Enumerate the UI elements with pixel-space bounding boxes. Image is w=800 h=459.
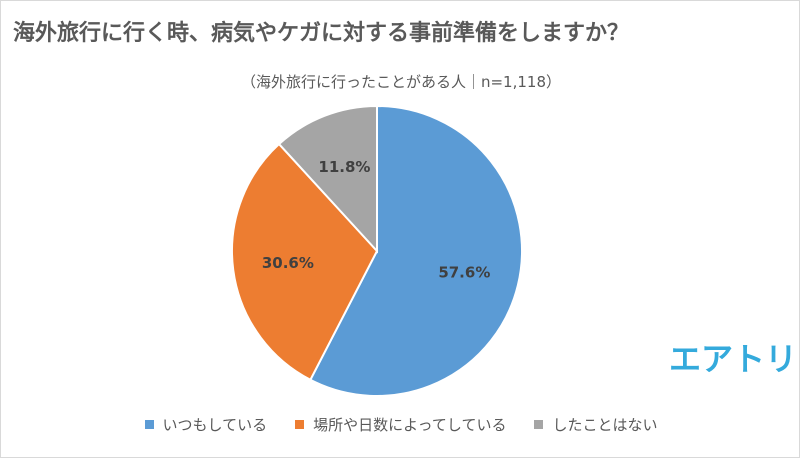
slice-always [309,104,523,397]
legend-item-depends: 場所や日数によってしている [295,414,506,435]
data-label-slice-never: 11.8% [318,158,370,176]
legend-swatch-blue [144,420,154,429]
legend-swatch-orange [295,420,305,429]
legend-item-never: したことはない [534,414,657,435]
legend-item-always: いつもしている [144,414,268,435]
slice-depends [231,142,379,382]
legend-label: 場所や日数によってしている [313,416,507,434]
data-label-slice-always: 57.6% [438,263,490,281]
slice-never [277,104,378,254]
chart-legend: いつもしている 場所や日数によってしている したことはない [1,414,800,435]
data-label-slice-depends: 30.6% [262,254,314,272]
legend-label: したことはない [552,416,658,434]
legend-label: いつもしている [162,416,268,434]
brand-logo: エアトリ [669,340,798,378]
chart-title: 海外旅行に行く時、病気やケガに対する事前準備をしますか？ [13,21,630,46]
chart-subtitle: （海外旅行に行ったことがある人｜n=1,118） [240,73,562,91]
legend-swatch-gray [534,420,544,429]
